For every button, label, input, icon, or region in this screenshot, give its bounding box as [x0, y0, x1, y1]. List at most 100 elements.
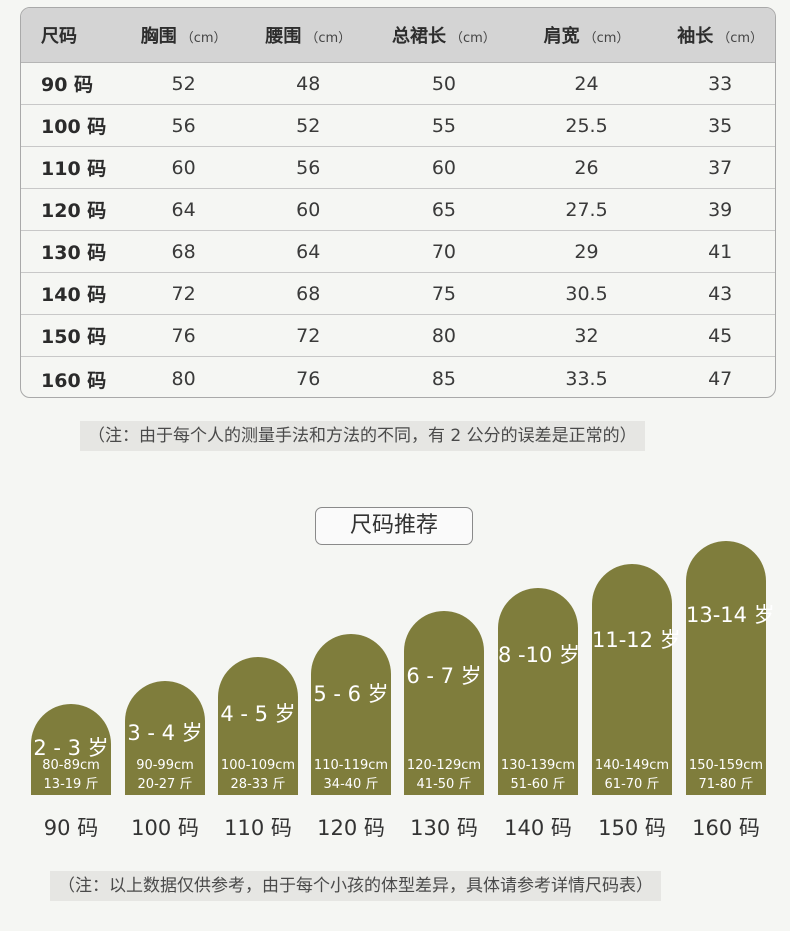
- table-row: 120 码 64 60 65 27.5 39: [21, 189, 775, 231]
- cell-shoulder: 29: [574, 240, 599, 263]
- cell-shoulder: 24: [574, 72, 599, 95]
- recommend-title: 尺码推荐: [315, 507, 473, 545]
- arch-age: 13-14 岁: [686, 603, 775, 627]
- cell-sleeve: 45: [708, 324, 733, 347]
- measurement-note: （注：由于每个人的测量手法和方法的不同，有 2 公分的误差是正常的）: [80, 421, 645, 451]
- cell-size: 120 码: [41, 200, 107, 222]
- header-shoulder: 肩宽 （cm）: [543, 26, 630, 47]
- arch-height: 130-139cm: [500, 758, 576, 773]
- cell-chest: 64: [171, 198, 196, 221]
- table-row: 90 码 52 48 50 24 33: [21, 63, 775, 105]
- cell-shoulder: 32: [574, 324, 599, 347]
- cell-shoulder: 30.5: [565, 282, 608, 305]
- arch-age: 11-12 岁: [592, 628, 681, 652]
- arch-age: 4 - 5 岁: [220, 702, 296, 726]
- cell-shoulder: 26: [574, 156, 599, 179]
- cell-chest: 60: [171, 156, 196, 179]
- arch-weight: 28-33 斤: [230, 777, 286, 792]
- arch-height: 150-159cm: [688, 758, 764, 773]
- cell-skirt-length: 80: [431, 324, 456, 347]
- cell-skirt-length: 50: [431, 72, 456, 95]
- size-arch-130: 6 - 7 岁 120-129cm 41-50 斤: [404, 611, 484, 795]
- cell-size: 130 码: [41, 242, 107, 264]
- cell-size: 160 码: [41, 369, 107, 392]
- cell-skirt-length: 55: [431, 114, 456, 137]
- cell-skirt-length: 60: [431, 156, 456, 179]
- table-row: 140 码 72 68 75 30.5 43: [21, 273, 775, 315]
- arch-weight: 34-40 斤: [323, 777, 379, 792]
- cell-sleeve: 39: [708, 198, 733, 221]
- arch-weight: 71-80 斤: [698, 777, 754, 792]
- arch-height: 100-109cm: [220, 758, 296, 773]
- size-label: 160 码: [692, 816, 760, 840]
- cell-skirt-length: 70: [431, 240, 456, 263]
- cell-waist: 48: [296, 72, 321, 95]
- size-arch-120: 5 - 6 岁 110-119cm 34-40 斤: [311, 634, 391, 795]
- cell-waist: 72: [296, 324, 321, 347]
- cell-sleeve: 43: [708, 282, 733, 305]
- cell-chest: 52: [171, 72, 196, 95]
- cell-waist: 56: [296, 156, 321, 179]
- arch-height: 80-89cm: [42, 758, 100, 773]
- cell-chest: 76: [171, 324, 196, 347]
- cell-sleeve: 33: [708, 72, 733, 95]
- table-row: 150 码 76 72 80 32 45: [21, 315, 775, 357]
- size-label: 100 码: [131, 816, 199, 840]
- arch-age: 3 - 4 岁: [127, 721, 203, 745]
- size-label: 90 码: [43, 816, 99, 840]
- cell-waist: 76: [296, 368, 321, 390]
- cell-waist: 68: [296, 282, 321, 305]
- size-label: 130 码: [410, 816, 478, 840]
- arch-height: 120-129cm: [406, 758, 482, 773]
- cell-chest: 72: [171, 282, 196, 305]
- size-label: 110 码: [224, 816, 292, 840]
- arch-weight: 20-27 斤: [137, 777, 193, 792]
- reference-note: （注：以上数据仅供参考，由于每个小孩的体型差异，具体请参考详情尺码表）: [50, 871, 661, 901]
- size-arch-150: 11-12 岁 140-149cm 61-70 斤: [592, 564, 681, 795]
- header-sleeve: 袖长 （cm）: [677, 26, 764, 47]
- cell-waist: 64: [296, 240, 321, 263]
- size-label: 140 码: [504, 816, 572, 840]
- table-row: 110 码 60 56 60 26 37: [21, 147, 775, 189]
- table-row: 130 码 68 64 70 29 41: [21, 231, 775, 273]
- size-label: 120 码: [317, 816, 385, 840]
- cell-sleeve: 35: [708, 114, 733, 137]
- table-row: 100 码 56 52 55 25.5 35: [21, 105, 775, 147]
- arch-age: 8 -10 岁: [498, 643, 581, 667]
- arch-age: 2 - 3 岁: [33, 736, 109, 760]
- header-chest: 胸围 （cm）: [140, 26, 227, 47]
- arch-height: 90-99cm: [136, 758, 194, 773]
- arch-age: 6 - 7 岁: [406, 664, 482, 688]
- header-waist: 腰围 （cm）: [265, 26, 352, 47]
- cell-shoulder: 33.5: [565, 368, 608, 390]
- cell-size: 90 码: [41, 74, 94, 96]
- cell-size: 100 码: [41, 116, 107, 138]
- size-arch-140: 8 -10 岁 130-139cm 51-60 斤: [498, 588, 581, 795]
- cell-skirt-length: 65: [431, 198, 456, 221]
- arch-height: 110-119cm: [313, 758, 389, 773]
- cell-skirt-length: 75: [431, 282, 456, 305]
- cell-waist: 52: [296, 114, 321, 137]
- cell-sleeve: 41: [708, 240, 733, 263]
- cell-chest: 56: [171, 114, 196, 137]
- cell-chest: 68: [171, 240, 196, 263]
- cell-shoulder: 27.5: [565, 198, 608, 221]
- cell-size: 150 码: [41, 326, 107, 348]
- table-row: 160 码 80 76 85 33.5 47: [21, 357, 775, 397]
- arch-height: 140-149cm: [594, 758, 670, 773]
- arch-weight: 41-50 斤: [416, 777, 472, 792]
- header-skirt-length: 总裙长 （cm）: [392, 26, 496, 47]
- size-arch-90: 2 - 3 岁 80-89cm 13-19 斤: [31, 704, 111, 795]
- cell-size: 110 码: [41, 158, 107, 180]
- cell-shoulder: 25.5: [565, 114, 608, 137]
- cell-size: 140 码: [41, 284, 107, 306]
- cell-chest: 80: [171, 368, 196, 390]
- cell-sleeve: 47: [708, 368, 733, 390]
- size-arch-100: 3 - 4 岁 90-99cm 20-27 斤: [125, 681, 205, 795]
- cell-skirt-length: 85: [431, 368, 456, 390]
- table-header: 尺码 胸围 （cm） 腰围 （cm） 总裙长 （cm） 肩宽 （cm） 袖长 （cm）: [21, 8, 775, 63]
- arch-weight: 61-70 斤: [604, 777, 660, 792]
- size-arch-160: 13-14 岁 150-159cm 71-80 斤: [686, 541, 775, 795]
- cell-waist: 60: [296, 198, 321, 221]
- size-arch-110: 4 - 5 岁 100-109cm 28-33 斤: [218, 657, 298, 795]
